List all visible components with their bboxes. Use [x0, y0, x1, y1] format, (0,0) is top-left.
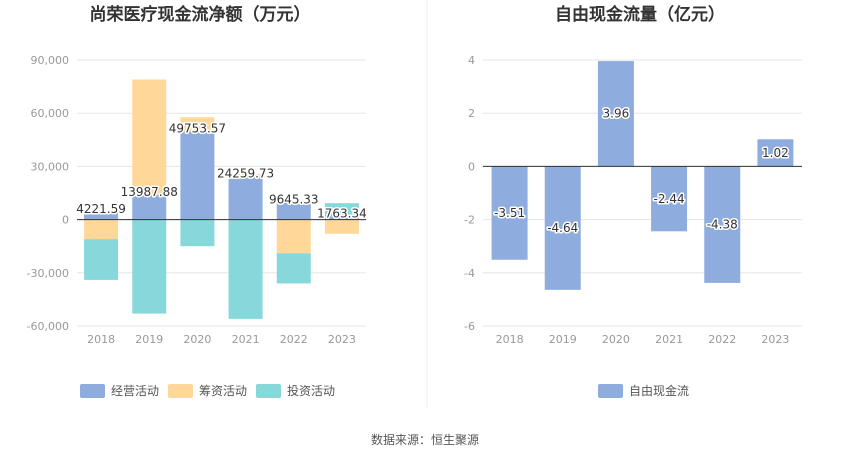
left-bar-series-1[interactable] — [228, 173, 263, 177]
left-legend[interactable]: 经营活动 筹资活动 投资活动 — [80, 383, 335, 398]
legend-label-operating[interactable]: 经营活动 — [111, 384, 159, 398]
left-data-label: 24259.73 — [217, 167, 274, 181]
right-y-tick-label: 2 — [468, 107, 475, 120]
left-bar-series-0[interactable] — [180, 131, 215, 220]
right-y-tick-label: -2 — [464, 214, 475, 227]
left-y-tick-label: -30,000 — [27, 267, 69, 280]
left-bar-series-2[interactable] — [228, 219, 263, 319]
right-y-tick-label: -6 — [464, 320, 475, 333]
data-source-label: 数据来源：恒生聚源 — [371, 432, 479, 447]
left-bar-series-1[interactable] — [132, 79, 167, 195]
right-data-label: -4.64 — [547, 221, 578, 235]
right-data-label: -2.44 — [654, 192, 685, 206]
left-data-label: 4221.59 — [76, 202, 126, 216]
left-x-tick-label: 2021 — [232, 333, 260, 346]
right-y-tick-label: 0 — [468, 160, 475, 173]
left-data-label: 13987.88 — [121, 185, 178, 199]
left-x-tick-label: 2020 — [183, 333, 211, 346]
left-bar-series-1[interactable] — [276, 219, 311, 254]
left-data-label: 49753.57 — [169, 121, 226, 135]
left-bar-series-0[interactable] — [132, 194, 167, 220]
left-y-tick-label: 60,000 — [31, 107, 70, 120]
left-y-tick-label: 30,000 — [31, 160, 70, 173]
left-bar-series-2[interactable] — [276, 253, 311, 284]
legend-swatch-financing — [168, 384, 193, 398]
right-x-tick-label: 2018 — [496, 333, 524, 346]
legend-swatch-fcf — [598, 384, 623, 398]
right-x-tick-label: 2022 — [708, 333, 736, 346]
left-y-tick-label: -60,000 — [27, 320, 69, 333]
legend-label-fcf[interactable]: 自由现金流 — [629, 383, 689, 398]
left-bar-series-2[interactable] — [84, 239, 119, 280]
left-x-tick-label: 2019 — [135, 333, 163, 346]
right-bar[interactable] — [491, 166, 528, 260]
left-bar-series-2[interactable] — [132, 219, 167, 314]
left-plot-area: -60,000 -30,000 0 30,000 60,000 90,000 2018 201… — [27, 54, 369, 346]
left-x-tick-label: 2023 — [328, 333, 356, 346]
left-x-tick-label: 2018 — [87, 333, 115, 346]
right-bar[interactable] — [597, 61, 634, 167]
right-data-label: 1.02 — [762, 146, 789, 160]
right-bar[interactable] — [544, 166, 581, 290]
right-y-tick-label: 4 — [468, 54, 475, 67]
legend-swatch-operating — [80, 384, 105, 398]
left-bar-series-0[interactable] — [84, 212, 119, 220]
right-bar[interactable] — [757, 139, 794, 167]
left-chart-title: 尚荣医疗现金流净额（万元） — [90, 4, 311, 25]
right-x-tick-label: 2021 — [655, 333, 683, 346]
left-bar-series-1[interactable] — [324, 219, 359, 234]
legend-swatch-investing — [256, 384, 281, 398]
left-x-tick-label: 2022 — [280, 333, 308, 346]
left-y-tick-label: 0 — [62, 214, 69, 227]
legend-label-investing[interactable]: 投资活动 — [287, 383, 335, 398]
right-data-label: 3.96 — [603, 107, 630, 121]
right-plot-area: -6 -4 -2 0 2 4 2018 2019 2020 2021 2022 2023 -3.51 -4… — [464, 54, 802, 346]
right-data-label: -3.51 — [494, 206, 525, 220]
right-data-label: -4.38 — [707, 218, 738, 232]
left-bar-series-0[interactable] — [276, 202, 311, 220]
left-data-label: 9645.33 — [269, 192, 319, 206]
left-bar-series-0[interactable] — [324, 216, 359, 220]
left-bar-series-1[interactable] — [84, 219, 119, 240]
left-bar-series-2[interactable] — [180, 219, 215, 247]
right-legend[interactable]: 自由现金流 — [598, 383, 689, 398]
right-bar[interactable] — [704, 166, 741, 283]
left-bar-series-0[interactable] — [228, 176, 263, 220]
right-x-tick-label: 2020 — [602, 333, 630, 346]
right-y-tick-label: -4 — [464, 267, 475, 280]
right-bar[interactable] — [651, 166, 688, 232]
legend-label-financing[interactable]: 筹资活动 — [199, 384, 247, 398]
right-chart-title: 自由现金流量（亿元） — [555, 4, 725, 25]
left-bar-series-2[interactable] — [324, 203, 359, 217]
left-bar-series-1[interactable] — [180, 117, 215, 132]
right-x-tick-label: 2023 — [761, 333, 789, 346]
left-data-label: 1763.34 — [317, 206, 367, 220]
right-x-tick-label: 2019 — [549, 333, 577, 346]
left-y-tick-label: 90,000 — [31, 54, 70, 67]
